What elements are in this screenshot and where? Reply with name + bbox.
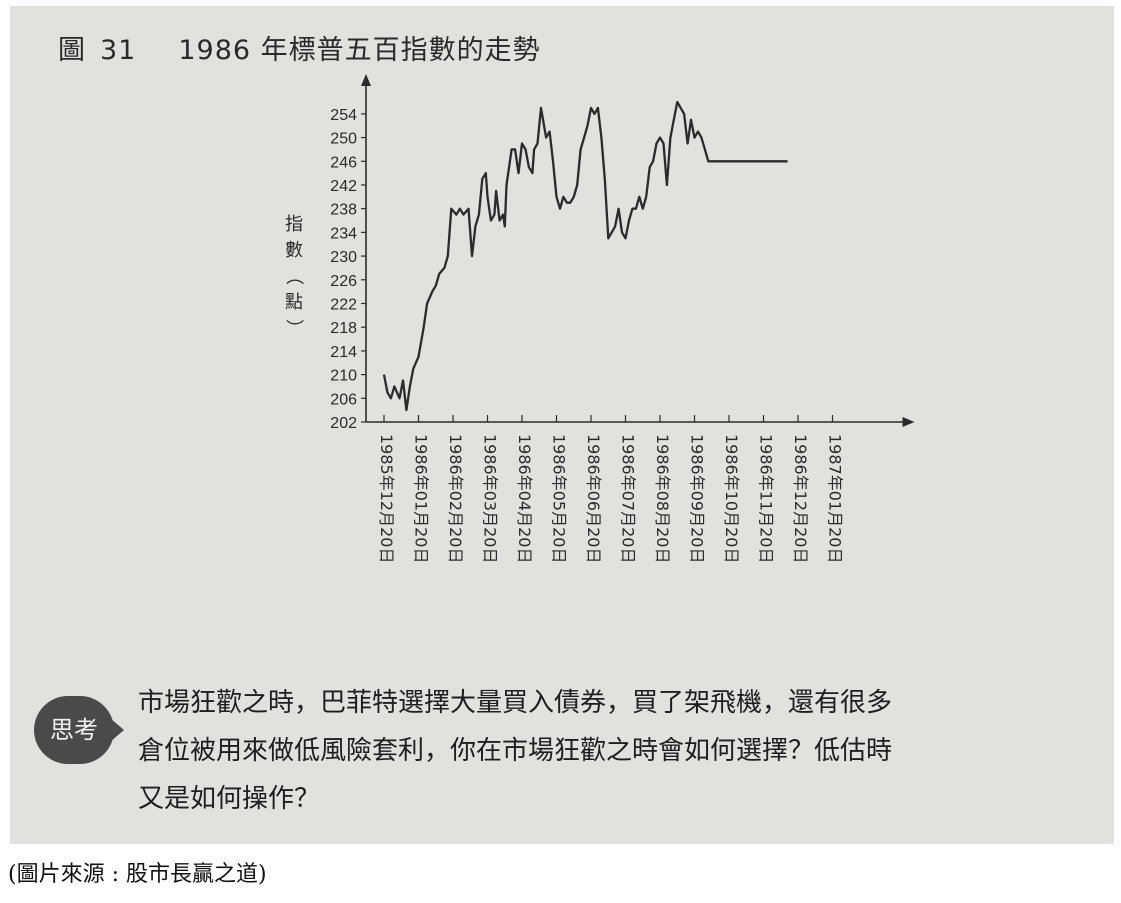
y-tick-label: 210 — [330, 368, 357, 385]
x-tick-label: 1985年12月20日 — [377, 434, 396, 563]
x-tick-label: 1986年02月20日 — [446, 434, 465, 563]
y-tick-label: 202 — [330, 415, 357, 432]
figure-label: 圖 — [58, 35, 86, 66]
y-tick-label: 222 — [330, 296, 357, 313]
y-tick-label: 230 — [330, 249, 357, 266]
think-badge: 思考 — [34, 696, 114, 764]
x-tick-label: 1986年08月20日 — [653, 434, 672, 563]
figure-title: 圖 31 1986 年標普五百指數的走勢 — [58, 28, 541, 67]
think-line-3: 又是如何操作？ — [138, 784, 321, 814]
y-tick-label: 226 — [330, 273, 357, 290]
y-tick-label: 234 — [330, 225, 357, 242]
figure-title-text: 1986 年標普五百指數的走勢 — [178, 35, 541, 66]
image-credit: (圖片來源 : 股市長贏之道) — [8, 862, 267, 887]
series-line — [382, 100, 788, 412]
y-tick-label: 206 — [330, 391, 357, 408]
think-line-2: 倉位被用來做低風險套利，你在市場狂歡之時會如何選擇？低估時 — [138, 736, 893, 766]
y-tick-label: 214 — [330, 344, 357, 361]
y-tick-label: 238 — [330, 202, 357, 219]
x-tick-label: 1987年01月20日 — [826, 434, 845, 563]
y-tick-label: 242 — [330, 178, 357, 195]
x-tick-label: 1986年05月20日 — [550, 434, 569, 563]
y-axis-title-char: ） — [283, 319, 304, 337]
y-axis-title-char: （ — [283, 267, 304, 285]
photo-page: 圖 31 1986 年標普五百指數的走勢 202 206 210 214 218 222 226… — [10, 6, 1114, 844]
think-arrow-icon — [110, 718, 124, 742]
x-tick-label: 1986年04月20日 — [515, 434, 534, 563]
y-tick-label: 218 — [330, 320, 357, 337]
y-tick-label: 254 — [330, 107, 357, 124]
y-tick-label: 250 — [330, 131, 357, 148]
y-axis-title-char: 數 — [285, 240, 303, 261]
x-tick-label: 1986年10月20日 — [722, 434, 741, 563]
x-tick-label: 1986年09月20日 — [688, 434, 707, 563]
x-axis-arrow-icon — [902, 417, 915, 427]
y-axis-title-char: 點 — [285, 292, 303, 313]
line-chart: 202 206 210 214 218 222 226 230 234 238 242 246 250 2… — [283, 74, 915, 563]
y-axis-arrow-icon — [361, 74, 371, 86]
x-tick-label: 1986年07月20日 — [619, 434, 638, 563]
x-tick-label: 1986年01月20日 — [412, 434, 431, 563]
x-tick-label: 1986年11月20日 — [757, 434, 776, 563]
y-tick-label: 246 — [330, 154, 357, 171]
think-line-1: 市場狂歡之時，巴菲特選擇大量買入債券，買了架飛機，還有很多 — [138, 688, 893, 718]
x-tick-label: 1986年06月20日 — [584, 434, 603, 563]
x-tick-label: 1986年03月20日 — [481, 434, 500, 563]
think-question: 市場狂歡之時，巴菲特選擇大量買入債券，買了架飛機，還有很多 倉位被用來做低風險套… — [138, 679, 1108, 823]
y-axis-title-char: 指 — [285, 214, 303, 235]
x-tick-label: 1986年12月20日 — [791, 434, 810, 563]
figure-number: 31 — [100, 35, 137, 66]
